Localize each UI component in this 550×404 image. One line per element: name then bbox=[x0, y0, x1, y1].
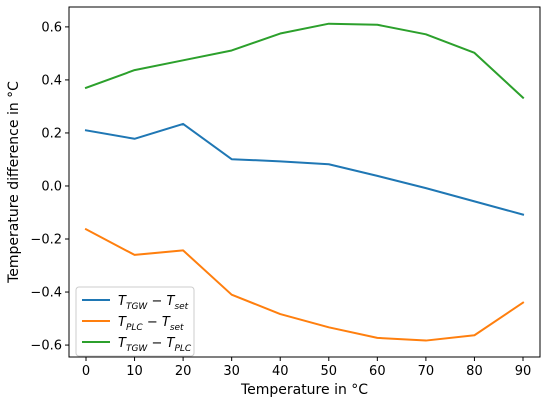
x-tick-label: 20 bbox=[175, 364, 192, 379]
x-axis-ticks: 0 10 20 30 40 50 60 70 80 90 bbox=[82, 357, 531, 379]
x-tick-label: 0 bbox=[82, 364, 90, 379]
series-line-1 bbox=[84, 227, 525, 342]
series-line-0 bbox=[84, 122, 525, 216]
x-tick-label: 90 bbox=[515, 364, 532, 379]
x-tick-label: 60 bbox=[369, 364, 386, 379]
x-tick-label: 40 bbox=[272, 364, 289, 379]
y-tick-label: 0.2 bbox=[41, 126, 62, 141]
y-tick-label: 0.6 bbox=[41, 20, 62, 35]
x-tick-label: 10 bbox=[126, 364, 143, 379]
legend: TTGW − Tset TPLC − Tset TTGW − TPLC bbox=[75, 286, 195, 357]
y-tick-label: −0.2 bbox=[30, 233, 62, 248]
y-tick-label: −0.4 bbox=[30, 286, 62, 301]
y-tick-label: 0.0 bbox=[41, 179, 62, 194]
legend-entry: TPLC − Tset bbox=[118, 315, 184, 333]
legend-entry: TTGW − TPLC bbox=[118, 336, 192, 354]
y-axis-ticks: −0.6 −0.4 −0.2 0.0 0.2 0.4 0.6 bbox=[30, 20, 69, 354]
x-tick-label: 30 bbox=[223, 364, 240, 379]
series-line-2 bbox=[84, 22, 525, 100]
axes-frame bbox=[68, 6, 541, 358]
y-tick-label: 0.4 bbox=[41, 73, 62, 88]
y-tick-label: −0.6 bbox=[30, 339, 62, 354]
x-tick-label: 70 bbox=[418, 364, 435, 379]
x-tick-label: 50 bbox=[321, 364, 338, 379]
y-axis-label: Temperature difference in °C bbox=[6, 81, 22, 284]
legend-entry: TTGW − Tset bbox=[118, 294, 189, 312]
x-axis-label: Temperature in °C bbox=[240, 382, 368, 398]
series-lines bbox=[84, 22, 525, 342]
axes-spines bbox=[68, 6, 541, 358]
legend-box bbox=[75, 286, 195, 357]
x-tick-label: 80 bbox=[466, 364, 483, 379]
